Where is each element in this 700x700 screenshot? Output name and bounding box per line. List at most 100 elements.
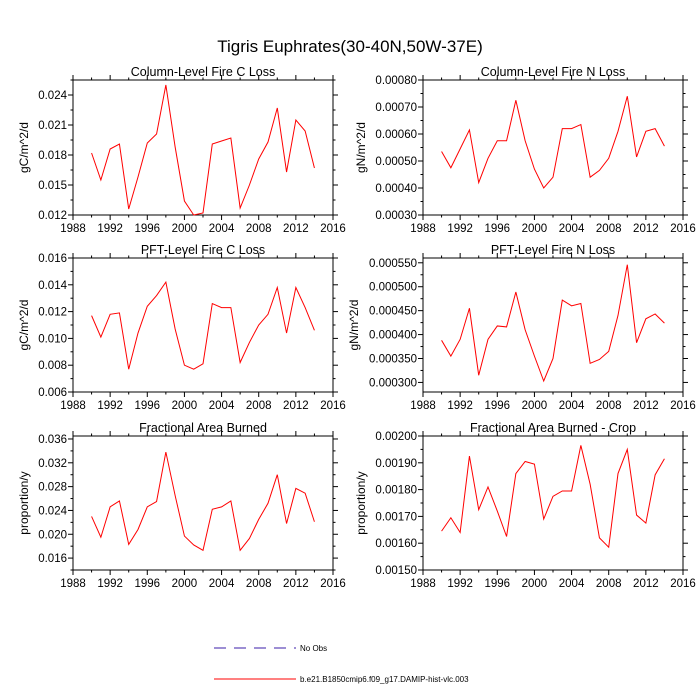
x-tick-label: 2004 (559, 223, 585, 235)
x-tick-label: 1992 (97, 578, 123, 590)
x-tick-label: 2008 (246, 400, 272, 412)
series-line (441, 96, 665, 189)
chart-panel-3: PFT-Level Fire C Loss 1988 1992 1996 2000 200… (17, 243, 346, 412)
x-tick-label: 2000 (172, 400, 198, 412)
y-tick-label: 0.00040 (375, 183, 417, 195)
y-tick-label: 0.028 (38, 482, 67, 494)
x-tick-label: 1996 (484, 578, 510, 590)
series-line (91, 451, 315, 552)
series-line (441, 264, 665, 383)
x-tick-label: 1988 (410, 578, 436, 590)
x-tick-label: 2008 (596, 578, 622, 590)
y-tick-label: 0.021 (38, 120, 67, 132)
plot-frame (422, 79, 684, 216)
x-tick-label: 1996 (484, 400, 510, 412)
x-tick-label: 2012 (633, 578, 659, 590)
x-tick-label: 2000 (522, 223, 548, 235)
x-tick-label: 2012 (283, 578, 309, 590)
x-tick-label: 1996 (134, 578, 160, 590)
legend-label: No Obs (300, 644, 327, 653)
panel-title: PFT-Level Fire C Loss (141, 243, 265, 257)
x-tick-label: 2004 (559, 578, 585, 590)
y-tick-label: 0.016 (38, 553, 67, 565)
plot-frame (72, 257, 334, 393)
x-tick-label: 1996 (134, 223, 160, 235)
y-tick-label: 0.015 (38, 180, 67, 192)
x-tick-label: 2000 (172, 223, 198, 235)
panel-title: Column-Level Fire C Loss (131, 65, 276, 79)
y-tick-label: 0.00190 (375, 458, 417, 470)
y-axis-label: gC/m^2/d (17, 300, 31, 351)
y-tick-label: 0.024 (38, 505, 67, 517)
x-tick-label: 2000 (172, 578, 198, 590)
x-tick-label: 2016 (670, 400, 696, 412)
x-tick-label: 2016 (320, 578, 346, 590)
x-tick-label: 1988 (60, 578, 86, 590)
x-tick-label: 1992 (97, 400, 123, 412)
y-tick-label: 0.010 (38, 333, 67, 345)
x-tick-label: 2000 (522, 578, 548, 590)
y-tick-label: 0.00200 (375, 431, 417, 443)
legend-item: No Obs (214, 644, 327, 653)
series-line (441, 445, 665, 549)
y-tick-label: 0.012 (38, 210, 67, 222)
x-tick-label: 2004 (209, 578, 235, 590)
y-axis-label: gN/m^2/d (347, 300, 361, 351)
y-tick-label: 0.000450 (369, 306, 417, 318)
x-tick-label: 2012 (283, 400, 309, 412)
x-tick-label: 2016 (670, 223, 696, 235)
y-tick-label: 0.036 (38, 434, 67, 446)
legend-item: b.e21.B1850cmip6.f09_g17.DAMIP-hist-vlc.… (214, 675, 469, 684)
panel-title: Fractional Area Burned - Crop (470, 421, 636, 435)
y-tick-label: 0.00150 (375, 565, 417, 577)
x-tick-label: 1992 (447, 223, 473, 235)
x-tick-label: 1988 (60, 223, 86, 235)
x-tick-label: 2008 (596, 400, 622, 412)
x-tick-label: 1996 (484, 223, 510, 235)
x-tick-label: 2004 (209, 223, 235, 235)
y-axis-label: gN/m^2/d (354, 122, 368, 173)
panel-title: Fractional Area Burned (139, 421, 267, 435)
series-line (91, 280, 315, 370)
x-tick-label: 1988 (410, 400, 436, 412)
y-tick-label: 0.000300 (369, 377, 417, 389)
y-tick-label: 0.014 (38, 280, 67, 292)
y-tick-label: 0.000500 (369, 282, 417, 294)
chart-panel-6: Fractional Area Burned - Crop 1988 1992 199… (354, 421, 696, 590)
x-tick-label: 1996 (134, 400, 160, 412)
y-tick-label: 0.00170 (375, 511, 417, 523)
panels-group: Column-Level Fire C Loss 1988 1992 1996 2000… (17, 65, 696, 590)
y-axis-label: proportion/y (354, 471, 368, 534)
x-tick-label: 2004 (209, 400, 235, 412)
y-tick-label: 0.00050 (375, 156, 417, 168)
y-tick-label: 0.00160 (375, 538, 417, 550)
panel-title: Column-Level Fire N Loss (481, 65, 626, 79)
y-tick-label: 0.00070 (375, 102, 417, 114)
chart-panel-5: Fractional Area Burned 1988 1992 1996 2000 20… (17, 421, 346, 590)
y-tick-label: 0.032 (38, 458, 67, 470)
series-line (91, 84, 315, 216)
x-tick-label: 2000 (522, 400, 548, 412)
x-tick-label: 2016 (320, 400, 346, 412)
plot-frame (422, 435, 684, 571)
x-tick-label: 1992 (447, 400, 473, 412)
y-tick-label: 0.000350 (369, 354, 417, 366)
y-tick-label: 0.000550 (369, 258, 417, 270)
x-tick-label: 2008 (596, 223, 622, 235)
figure-title: Tigris Euphrates(30-40N,50W-37E) (217, 37, 483, 56)
y-tick-label: 0.018 (38, 150, 67, 162)
y-axis-label: proportion/y (17, 471, 31, 534)
y-tick-label: 0.00030 (375, 210, 417, 222)
y-tick-label: 0.024 (38, 90, 67, 102)
plot-frame (422, 257, 684, 393)
chart-panel-2: Column-Level Fire N Loss 1988 1992 1996 2000… (354, 65, 696, 235)
x-tick-label: 2008 (246, 223, 272, 235)
chart-panel-1: Column-Level Fire C Loss 1988 1992 1996 2000… (17, 65, 346, 235)
y-tick-label: 0.00080 (375, 75, 417, 87)
legend: No Obs b.e21.B1850cmip6.f09_g17.DAMIP-his… (214, 644, 469, 684)
y-tick-label: 0.016 (38, 253, 67, 265)
x-tick-label: 1988 (410, 223, 436, 235)
x-tick-label: 2016 (320, 223, 346, 235)
y-tick-label: 0.00060 (375, 129, 417, 141)
